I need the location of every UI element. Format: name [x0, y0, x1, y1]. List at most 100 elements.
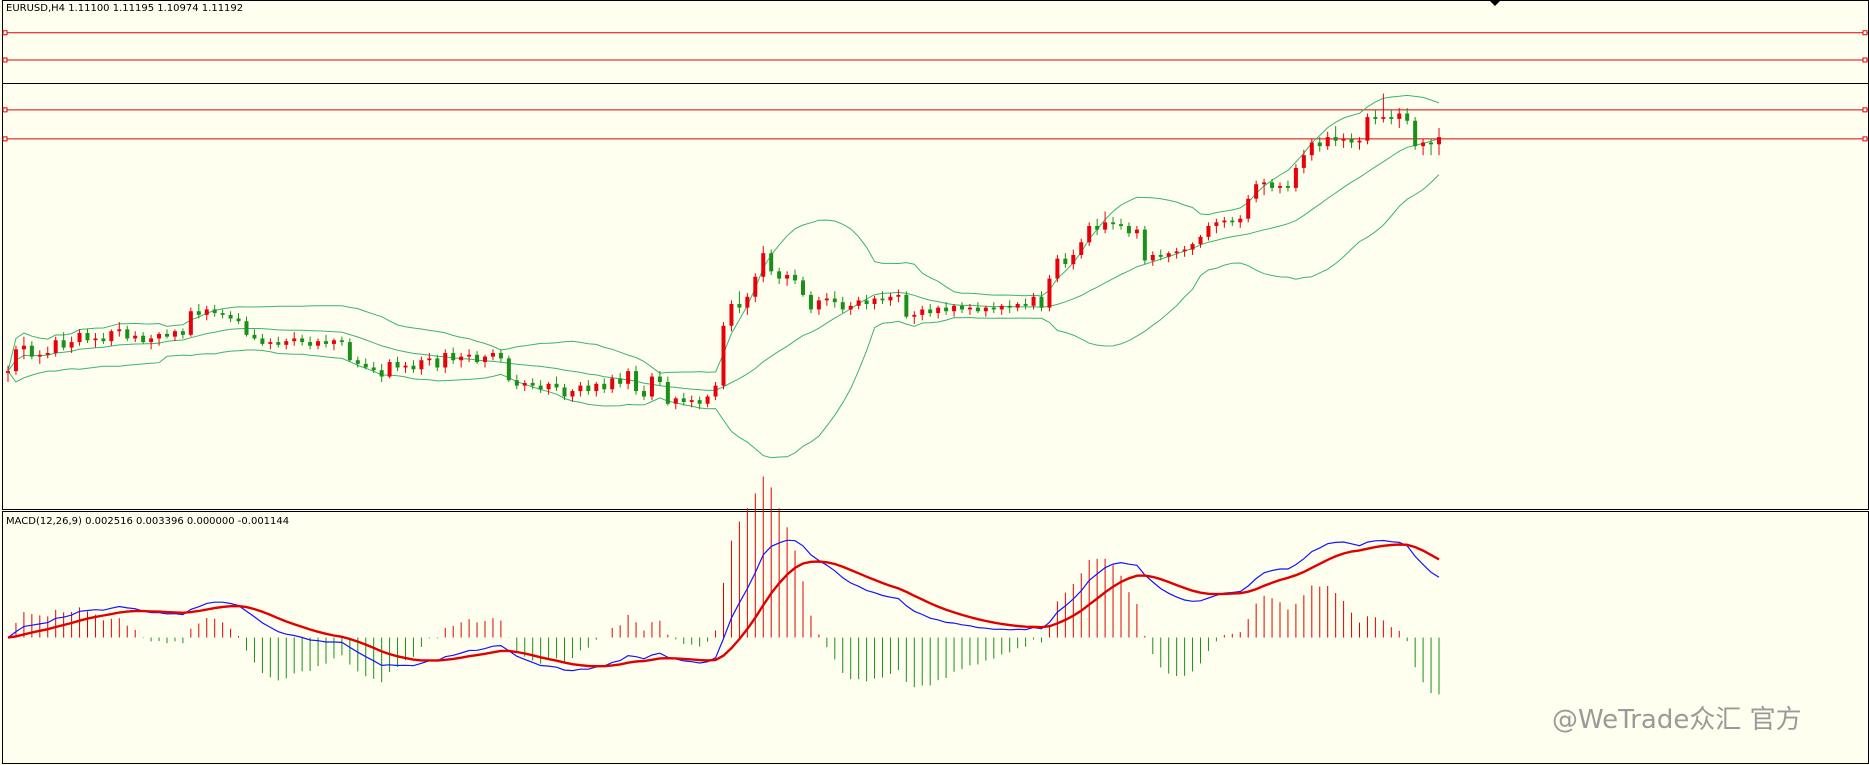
candle	[101, 333, 106, 344]
candle	[395, 356, 400, 372]
chart-shift-marker-icon[interactable]	[1490, 1, 1500, 6]
candle-body	[244, 321, 249, 335]
candle	[1254, 180, 1259, 203]
candle-body	[387, 362, 392, 377]
candle-body	[1174, 251, 1179, 254]
candle	[117, 322, 122, 337]
candle-body	[292, 338, 297, 342]
candle-body	[1413, 120, 1418, 147]
candle-body	[745, 296, 750, 308]
candle	[793, 269, 798, 285]
candle	[1206, 222, 1211, 241]
candle-body	[1198, 236, 1203, 245]
candle-body	[1309, 142, 1314, 156]
level-handle-left-0[interactable]	[2, 30, 8, 36]
candle	[801, 276, 805, 297]
macd-signal-line	[7, 543, 1440, 668]
candle-body	[586, 385, 591, 392]
candle	[21, 336, 26, 360]
candle-body	[880, 298, 885, 301]
candle	[459, 352, 464, 368]
candle-body	[363, 363, 368, 368]
candle-body	[1087, 225, 1092, 243]
candle-body	[324, 341, 328, 344]
candle-body	[13, 349, 18, 372]
candle-body	[1206, 225, 1211, 237]
candle-body	[212, 309, 217, 314]
candle	[1095, 218, 1100, 236]
candle-body	[832, 298, 837, 303]
candle	[578, 382, 583, 397]
candle-body	[339, 340, 344, 343]
candle	[475, 351, 480, 364]
candle-body	[673, 398, 678, 404]
candle	[991, 302, 996, 314]
candle	[1309, 138, 1314, 161]
candle-body	[769, 253, 774, 272]
candle	[1111, 216, 1116, 230]
candle-body	[1111, 222, 1116, 225]
candle	[570, 389, 575, 402]
macd-panel	[7, 476, 1440, 695]
candle	[936, 305, 941, 319]
candle	[769, 249, 774, 275]
candle	[490, 349, 495, 361]
candle-body	[1190, 244, 1195, 250]
candle	[244, 316, 249, 337]
level-handle-left-3[interactable]	[2, 136, 8, 142]
candle	[1055, 255, 1060, 283]
candle-body	[1007, 305, 1012, 308]
candle	[1262, 178, 1267, 196]
candle	[1023, 298, 1028, 310]
candle-body	[1238, 218, 1243, 223]
candle	[721, 322, 726, 390]
candle-body	[85, 333, 90, 341]
candle	[228, 311, 233, 323]
level-handle-right-0[interactable]	[1862, 30, 1868, 36]
watermark: @WeTrade众汇 官方	[1552, 705, 1802, 735]
candle	[1341, 133, 1346, 148]
candle-body	[753, 276, 758, 297]
candle-body	[45, 352, 50, 355]
candle	[1357, 137, 1362, 150]
candle	[292, 332, 297, 346]
candle-body	[1341, 138, 1346, 141]
level-handle-right-2[interactable]	[1862, 107, 1868, 113]
candle-body	[570, 391, 575, 397]
candle	[872, 295, 877, 310]
candle-body	[1333, 137, 1338, 141]
candle	[316, 338, 321, 350]
candle	[363, 358, 368, 370]
candle-body	[1222, 220, 1227, 223]
candle-body	[1166, 253, 1171, 257]
candle-body	[999, 305, 1004, 310]
level-handle-left-1[interactable]	[2, 57, 8, 63]
candle	[1333, 126, 1338, 147]
candle-body	[1405, 113, 1410, 121]
candle-body	[268, 342, 273, 344]
level-handle-right-3[interactable]	[1862, 136, 1868, 142]
candle-body	[69, 342, 74, 348]
candle	[1285, 180, 1290, 192]
candle	[379, 363, 384, 382]
candle	[141, 332, 146, 344]
candle	[324, 334, 328, 348]
candle	[37, 350, 42, 364]
candle-body	[483, 356, 487, 363]
candle	[904, 291, 909, 319]
candle-body	[490, 352, 495, 357]
candle	[522, 380, 527, 392]
candle	[681, 392, 686, 406]
candle	[777, 267, 782, 285]
candle-body	[1429, 142, 1434, 145]
candle-body	[1142, 229, 1147, 261]
candle-body	[1015, 303, 1020, 308]
candle-body	[554, 383, 559, 388]
candle	[1182, 245, 1187, 257]
candle	[1190, 242, 1195, 255]
candle-body	[983, 307, 988, 312]
candle	[761, 245, 766, 283]
candle	[6, 365, 10, 382]
level-handle-left-2[interactable]	[2, 107, 8, 113]
level-handle-right-1[interactable]	[1862, 57, 1868, 63]
